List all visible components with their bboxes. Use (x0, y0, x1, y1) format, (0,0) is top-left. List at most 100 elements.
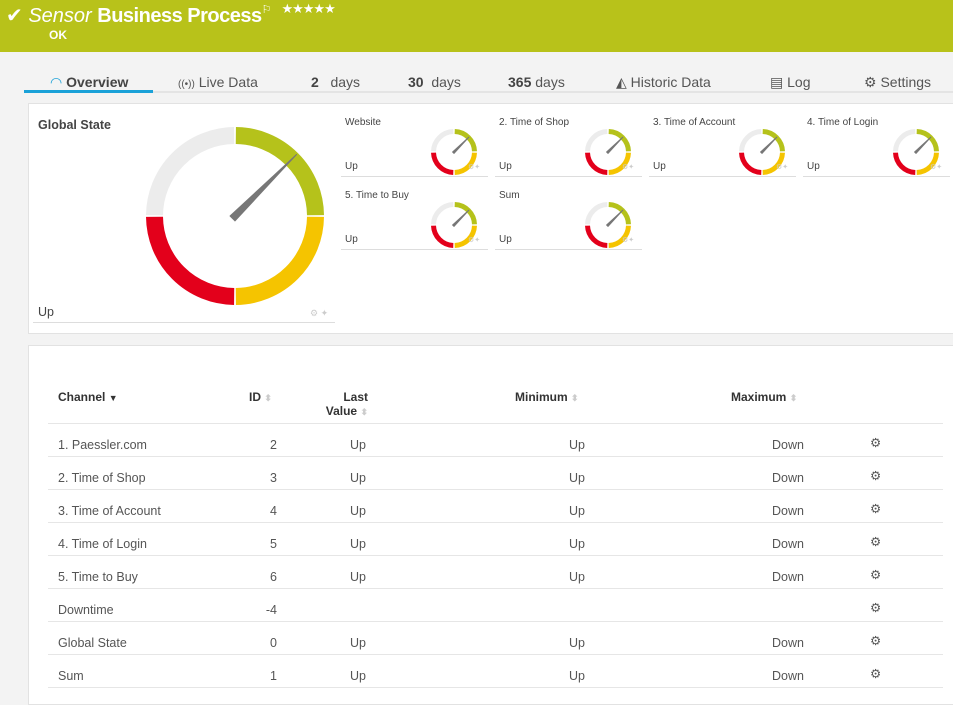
sort-icon: ⬍ (264, 393, 272, 403)
table-row[interactable]: 4. Time of Login 5 Up Up Down ⚙ (48, 523, 943, 556)
warning-segment (608, 152, 631, 175)
gear-icon: ⚙ (864, 74, 877, 90)
warning-segment (916, 152, 939, 175)
table-row[interactable]: 1. Paessler.com 2 Up Up Down ⚙ (48, 424, 943, 457)
tab-live-data[interactable]: ((•)) Live Data (178, 74, 258, 90)
check-icon: ✔ (6, 5, 23, 27)
channel-settings-icon[interactable]: ⚙ (870, 568, 882, 582)
gauge-tools[interactable]: ⚙ ✦ (310, 308, 329, 318)
warning-segment (608, 225, 631, 248)
cell-channel[interactable]: 2. Time of Shop (58, 471, 146, 485)
cell-minimum: Up (569, 504, 585, 518)
gauge-divider (341, 249, 488, 250)
empty-segment (585, 202, 608, 225)
empty-segment (146, 127, 235, 216)
cell-channel[interactable]: Sum (58, 669, 84, 683)
sort-icon: ⬍ (789, 393, 798, 403)
list-icon: ▤ (770, 74, 784, 90)
sort-icon: ⬍ (360, 407, 368, 417)
broadcast-icon: ((•)) (178, 79, 195, 90)
cell-channel[interactable]: Global State (58, 636, 127, 650)
warning-segment (762, 152, 785, 175)
gauge-tools[interactable]: ⚙✦ (622, 237, 635, 244)
tab-30-days[interactable]: 30 days (408, 74, 461, 90)
col-last-value[interactable]: Last Value ⬍ (325, 390, 368, 418)
table-row[interactable]: Downtime -4 ⚙ (48, 589, 943, 622)
tab-log[interactable]: ▤ Log (770, 74, 811, 90)
channel-settings-icon[interactable]: ⚙ (870, 469, 882, 483)
cell-channel[interactable]: 1. Paessler.com (58, 438, 147, 452)
table-row[interactable]: Global State 0 Up Up Down ⚙ (48, 622, 943, 655)
cell-channel[interactable]: 5. Time to Buy (58, 570, 138, 584)
channel-settings-icon[interactable]: ⚙ (870, 535, 882, 549)
error-segment (585, 152, 608, 175)
gauge-value: Up (807, 161, 820, 172)
needle (452, 136, 470, 154)
cell-id: 1 (270, 669, 277, 683)
channel-settings-icon[interactable]: ⚙ (870, 634, 882, 648)
global-state-gauge (146, 127, 324, 305)
gauge-divider (495, 249, 642, 250)
col-id[interactable]: ID ⬍ (249, 390, 272, 404)
gauge-value: Up (345, 161, 358, 172)
tab-365-days[interactable]: 365 days (508, 74, 565, 90)
flag-icon[interactable]: ⚐ (261, 4, 272, 16)
channel-settings-icon[interactable]: ⚙ (870, 436, 882, 450)
tab-settings[interactable]: ⚙ Settings (864, 74, 932, 90)
gauges-panel (28, 103, 953, 334)
channel-settings-icon[interactable]: ⚙ (870, 601, 882, 615)
cell-minimum: Up (569, 438, 585, 452)
cell-channel[interactable]: 3. Time of Account (58, 504, 161, 518)
channel-gauge (431, 202, 477, 248)
cell-id: 3 (270, 471, 277, 485)
error-segment (431, 225, 454, 248)
tab-2-days[interactable]: 2 days (311, 74, 361, 90)
channel-gauge (739, 129, 785, 175)
cell-channel[interactable]: 4. Time of Login (58, 537, 147, 551)
gauge-tools[interactable]: ⚙✦ (468, 237, 481, 244)
empty-segment (431, 202, 454, 225)
header-divider (48, 423, 943, 424)
table-row[interactable]: Sum 1 Up Up Down ⚙ (48, 655, 943, 688)
channel-settings-icon[interactable]: ⚙ (870, 502, 882, 516)
tab-overview[interactable]: ◠ Overview (50, 74, 129, 90)
active-tab-indicator (24, 90, 153, 93)
col-minimum[interactable]: Minimum ⬍ (515, 390, 579, 404)
needle (914, 136, 932, 154)
cell-maximum: Down (772, 570, 804, 584)
table-row[interactable]: 2. Time of Shop 3 Up Up Down ⚙ (48, 457, 943, 490)
error-segment (585, 225, 608, 248)
gauge-tools[interactable]: ⚙✦ (468, 164, 481, 171)
cell-channel[interactable]: Downtime (58, 603, 114, 617)
cell-maximum: Down (772, 669, 804, 683)
status-text: OK (49, 28, 67, 42)
error-segment (893, 152, 916, 175)
cell-id: -4 (265, 603, 277, 617)
gauge-value: Up (499, 161, 512, 172)
gauge-divider (649, 176, 796, 177)
gauge-divider (341, 176, 488, 177)
channel-gauge (431, 129, 477, 175)
col-channel[interactable]: Channel ▼ (58, 390, 118, 404)
table-row[interactable]: 5. Time to Buy 6 Up Up Down ⚙ (48, 556, 943, 589)
gauge-title: 5. Time to Buy (345, 190, 409, 201)
cell-maximum: Down (772, 537, 804, 551)
table-row[interactable]: 3. Time of Account 4 Up Up Down ⚙ (48, 490, 943, 523)
needle (606, 136, 624, 154)
col-maximum[interactable]: Maximum ⬍ (731, 390, 798, 404)
priority-stars[interactable]: ★★★★★ (281, 1, 335, 16)
cell-last-value: Up (350, 669, 366, 683)
area-chart-icon: ◭ (616, 74, 627, 90)
cell-last-value: Up (350, 504, 366, 518)
error-segment (146, 216, 235, 305)
gauge-tools[interactable]: ⚙✦ (622, 164, 635, 171)
error-segment (739, 152, 762, 175)
channel-settings-icon[interactable]: ⚙ (870, 667, 882, 681)
cell-last-value: Up (350, 636, 366, 650)
gauge-tools[interactable]: ⚙✦ (930, 164, 943, 171)
tab-historic-data[interactable]: ◭ Historic Data (616, 74, 711, 90)
tab-divider (24, 91, 953, 93)
cell-id: 6 (270, 570, 277, 584)
gauge-tools[interactable]: ⚙✦ (776, 164, 789, 171)
warning-segment (235, 216, 324, 305)
